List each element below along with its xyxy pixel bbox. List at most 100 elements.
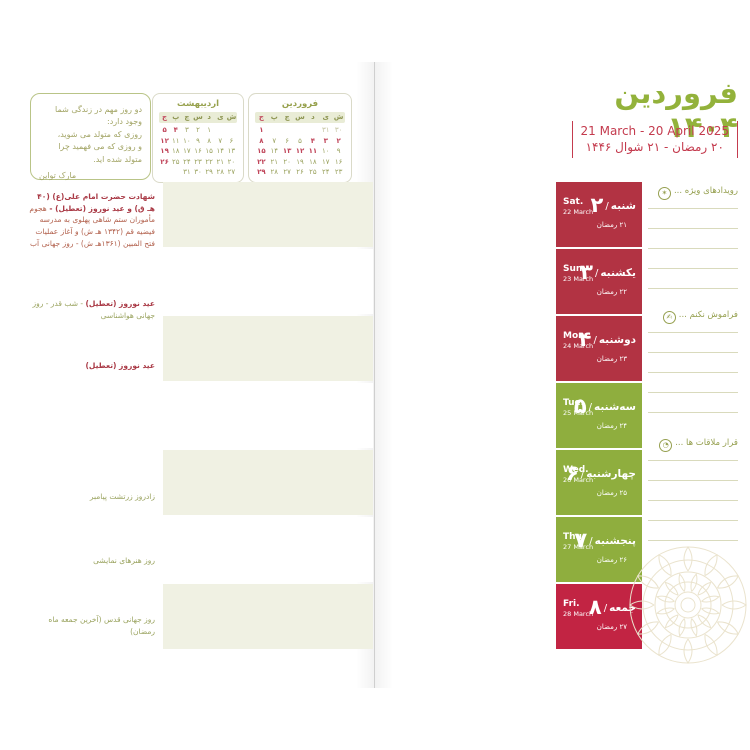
mini-calendar-day[interactable]: ۹ xyxy=(196,136,200,145)
mini-calendar-day[interactable]: ۲۵ xyxy=(309,168,317,176)
mini-calendar-day[interactable]: ۲۲ xyxy=(205,157,213,166)
ruled-line[interactable] xyxy=(648,228,738,229)
mini-calendar-day[interactable]: ۲۸ xyxy=(270,168,279,176)
mini-calendar-day[interactable]: ۳۰ xyxy=(334,126,343,134)
mini-calendar-day[interactable]: ۷ xyxy=(218,136,223,145)
ruled-line[interactable] xyxy=(648,268,738,269)
mini-calendar-day[interactable]: ۱۸ xyxy=(171,147,180,155)
ruled-line[interactable] xyxy=(648,352,738,353)
mini-calendar-day[interactable]: ۳۰ xyxy=(194,168,202,176)
day-block-thu[interactable]: Thu. 27 March پنجشنبه/۷ ۲۶ رمضان xyxy=(556,517,642,582)
slash-separator: / xyxy=(580,469,585,480)
mini-calendar-day[interactable]: ۲۱ xyxy=(216,157,225,166)
mini-calendar-day[interactable]: ۲۹ xyxy=(205,168,213,176)
ruled-line[interactable] xyxy=(648,288,738,289)
mini-calendar-day[interactable]: ۴ xyxy=(310,136,315,145)
mini-calendar-day[interactable]: ۷ xyxy=(272,136,277,145)
day-block-mon[interactable]: Mon. 24 March دوشنبه/۴ ۲۳ رمضان xyxy=(556,316,642,381)
mini-calendar-day[interactable]: ۶ xyxy=(285,136,290,145)
mini-calendar-day[interactable]: ۲۰ xyxy=(283,157,291,166)
mini-calendar-day[interactable]: ۲۲ xyxy=(257,157,266,166)
mini-calendar-day[interactable]: ۲۳ xyxy=(194,157,202,166)
ruled-line[interactable] xyxy=(648,412,738,413)
mini-calendar-day[interactable]: ۱ xyxy=(207,126,212,134)
writing-row[interactable] xyxy=(163,383,373,448)
mini-calendar-day[interactable]: ۲۰ xyxy=(227,157,236,166)
mini-calendar-day[interactable]: ۲۸ xyxy=(216,168,225,176)
mini-calendar-day[interactable]: ۲۵ xyxy=(171,157,180,166)
mini-calendar-day[interactable]: ۱۶ xyxy=(194,147,202,155)
mini-calendar-day[interactable]: ۶ xyxy=(229,136,234,145)
writing-row[interactable] xyxy=(163,249,373,314)
mini-calendar-day[interactable]: ۱۱ xyxy=(308,147,318,155)
day-block-sun[interactable]: Sun. 23 March یکشنبه/۳ ۲۲ رمضان xyxy=(556,249,642,314)
ruled-line[interactable] xyxy=(648,372,738,373)
mini-calendar-day[interactable]: ۱۱ xyxy=(171,136,180,145)
mini-calendar-day[interactable]: ۲ xyxy=(336,136,341,145)
annotation-text: عید نوروز (تعطیل) xyxy=(85,361,155,370)
ruled-line[interactable] xyxy=(648,332,738,333)
mini-calendar-day[interactable]: ۵ xyxy=(298,136,302,145)
mini-calendar-day[interactable]: ۲۶ xyxy=(296,168,304,176)
mini-calendar-day[interactable]: ۳ xyxy=(184,126,189,134)
ruled-line[interactable] xyxy=(648,392,738,393)
writing-row[interactable] xyxy=(163,584,373,649)
mini-calendar-day[interactable]: ۴ xyxy=(173,126,178,134)
writing-row[interactable] xyxy=(163,316,373,381)
writing-row[interactable] xyxy=(163,450,373,515)
mini-calendar-day[interactable]: ۱۶ xyxy=(334,157,343,166)
mini-calendar-day[interactable]: ۳۱ xyxy=(183,168,191,176)
mini-calendar-day[interactable]: ۱۰ xyxy=(321,147,330,155)
mini-calendar-day[interactable]: ۱۷ xyxy=(183,147,191,155)
mini-calendar-day[interactable]: ۲ xyxy=(196,126,200,134)
note-icon: ✍ xyxy=(662,311,676,324)
mini-calendar-day[interactable]: ۱۲ xyxy=(295,147,305,155)
ruled-line[interactable] xyxy=(648,480,738,481)
writing-row[interactable] xyxy=(163,182,373,247)
mini-calendar-day[interactable]: ۹ xyxy=(336,147,341,155)
mini-calendar-day[interactable]: ۱۳ xyxy=(282,147,292,155)
mini-calendar-day[interactable]: ۱۰ xyxy=(183,136,191,145)
mini-calendar-day[interactable]: ۵ xyxy=(162,126,167,134)
mini-calendar-day[interactable]: ۳۱ xyxy=(321,126,330,134)
mini-calendar-day[interactable]: ۲۴ xyxy=(321,168,330,176)
mini-calendar-day[interactable]: ۱۵ xyxy=(257,147,266,155)
mini-calendar-day[interactable]: ۱۵ xyxy=(205,147,213,155)
mini-calendar-day[interactable]: ۲۴ xyxy=(183,157,191,166)
day-block-sat[interactable]: Sat. 22 March شنبه/۲ ۲۱ رمضان xyxy=(556,182,642,247)
mini-calendar-day[interactable]: ۳ xyxy=(323,136,328,145)
ruled-line[interactable] xyxy=(648,520,738,521)
mini-calendar-day[interactable]: ۱۹ xyxy=(296,157,304,166)
weekday-label: چ xyxy=(184,113,190,121)
mini-calendar-day[interactable]: ۱۳ xyxy=(227,147,236,155)
mini-calendar-day[interactable]: ۱۲ xyxy=(160,136,169,145)
day-block-tue[interactable]: Tue. 25 March سه‌شنبه/۵ ۲۴ رمضان xyxy=(556,383,642,448)
mini-calendar-day[interactable]: ۸ xyxy=(207,136,212,145)
mini-calendar-day[interactable]: ۲۳ xyxy=(334,168,343,176)
mini-calendar-day[interactable]: ۲۷ xyxy=(227,168,236,176)
ruled-line[interactable] xyxy=(648,540,738,541)
ruled-line[interactable] xyxy=(648,500,738,501)
mini-calendar-day[interactable]: ۲۹ xyxy=(257,168,266,176)
day-block-fri[interactable]: Fri. 28 March جمعه/۸ ۲۷ رمضان xyxy=(556,584,642,649)
mini-calendar-day[interactable]: ۲۷ xyxy=(283,168,291,176)
ruled-line[interactable] xyxy=(648,208,738,209)
mini-calendar-day[interactable]: ۲۶ xyxy=(160,157,169,166)
mini-calendar-day[interactable]: ۱ xyxy=(259,126,264,134)
mini-calendar-day[interactable]: ۲۱ xyxy=(270,157,279,166)
day-block-wed[interactable]: Wed. 26 March چهارشنبه/۶ ۲۵ رمضان xyxy=(556,450,642,515)
writing-row[interactable] xyxy=(163,517,373,582)
mini-calendar-day[interactable]: ۱۴ xyxy=(270,147,279,155)
weekday-label: ی xyxy=(322,113,329,121)
mini-calendar-day[interactable]: ۱۷ xyxy=(321,157,330,166)
day-annotation: روز جهانی قدس (آخرین جمعه ماه رمضان) xyxy=(27,614,155,637)
mini-calendar-day[interactable]: ۱۸ xyxy=(309,157,317,166)
ruled-line[interactable] xyxy=(648,248,738,249)
ruled-line[interactable] xyxy=(648,460,738,461)
mini-calendar-day[interactable]: ۱۴ xyxy=(216,147,225,155)
mini-calendar-day[interactable]: ۸ xyxy=(259,136,264,145)
day-date-en: 22 March xyxy=(563,208,594,216)
mini-calendar-day[interactable]: ۱۹ xyxy=(160,147,169,155)
